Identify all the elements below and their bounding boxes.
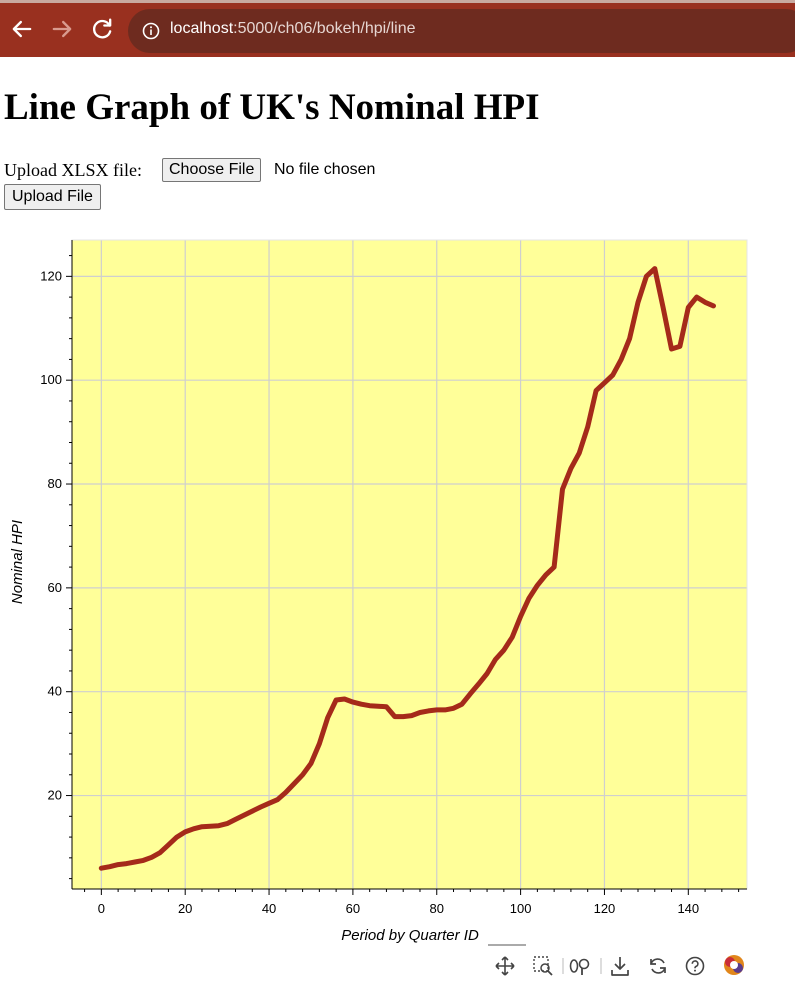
grid-lines bbox=[72, 240, 747, 889]
url-path: :5000/ch06/bokeh/hpi/line bbox=[233, 20, 416, 37]
forward-arrow-icon[interactable] bbox=[48, 15, 76, 43]
back-arrow-icon[interactable] bbox=[8, 15, 36, 43]
address-bar[interactable]: localhost:5000/ch06/bokeh/hpi/line bbox=[128, 9, 795, 53]
site-info-icon[interactable] bbox=[142, 22, 160, 40]
page-title: Line Graph of UK's Nominal HPI bbox=[4, 87, 540, 128]
y-tick-label: 40 bbox=[48, 684, 62, 699]
upload-label: Upload XLSX file: bbox=[4, 160, 142, 180]
browser-toolbar: localhost:5000/ch06/bokeh/hpi/line bbox=[0, 0, 795, 57]
hpi-series-line bbox=[98, 266, 716, 871]
file-status-text: No file chosen bbox=[274, 161, 376, 178]
pan-icon[interactable] bbox=[495, 956, 515, 976]
x-tick-label: 140 bbox=[677, 901, 699, 916]
x-tick-label: 100 bbox=[510, 901, 532, 916]
plot-area[interactable] bbox=[72, 240, 747, 889]
x-tick-label: 60 bbox=[346, 901, 360, 916]
y-axis-ticks: 20 40 60 80 100 120 bbox=[40, 255, 72, 880]
y-tick-label: 100 bbox=[40, 372, 62, 387]
bokeh-logo[interactable] bbox=[724, 955, 744, 975]
x-tick-label: 0 bbox=[98, 901, 105, 916]
x-tick-label: 120 bbox=[594, 901, 616, 916]
upload-file-button[interactable]: Upload File bbox=[4, 184, 101, 210]
help-icon[interactable] bbox=[685, 956, 705, 976]
url-text[interactable]: localhost:5000/ch06/bokeh/hpi/line bbox=[170, 20, 416, 38]
choose-file-button[interactable]: Choose File bbox=[162, 158, 262, 182]
y-tick-label: 20 bbox=[48, 788, 62, 803]
box-zoom-icon[interactable] bbox=[533, 956, 553, 976]
wheel-zoom-icon[interactable] bbox=[569, 958, 590, 976]
x-axis-ticks: 0 20 40 60 80 100 120 140 bbox=[84, 889, 740, 916]
y-tick-label: 60 bbox=[48, 580, 62, 595]
save-icon[interactable] bbox=[611, 957, 629, 976]
y-tick-label: 120 bbox=[40, 268, 62, 283]
reset-icon[interactable] bbox=[650, 958, 666, 974]
reload-icon[interactable] bbox=[88, 15, 116, 43]
x-tick-label: 20 bbox=[178, 901, 192, 916]
x-axis-label: Period by Quarter ID bbox=[341, 927, 479, 944]
y-tick-label: 80 bbox=[48, 476, 62, 491]
url-host: localhost bbox=[170, 20, 234, 37]
y-axis-label: Nominal HPI bbox=[9, 520, 26, 604]
x-tick-label: 40 bbox=[262, 901, 276, 916]
x-tick-label: 80 bbox=[430, 901, 444, 916]
hpi-line-chart[interactable]: 0 20 40 60 80 100 120 140 20 40 60 80 100 120 Period… bbox=[0, 232, 795, 985]
